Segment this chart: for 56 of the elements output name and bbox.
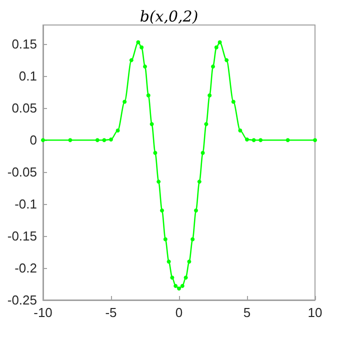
y-tick-label: 0.1: [18, 68, 37, 84]
x-tick-label: -10: [34, 305, 52, 320]
point: [146, 93, 150, 98]
point: [160, 208, 164, 212]
x-tick-label: -5: [105, 305, 117, 320]
point: [231, 100, 236, 104]
point: [200, 150, 205, 155]
x-tick-label: 10: [308, 305, 322, 320]
y-tick-label: -0.1: [14, 196, 37, 212]
point: [194, 208, 198, 212]
point: [197, 180, 202, 184]
point: [102, 138, 106, 142]
point: [258, 138, 263, 142]
point: [252, 138, 256, 142]
chart-title: b(x,0,2): [140, 8, 198, 26]
point: [143, 64, 147, 69]
point: [177, 286, 181, 290]
x-tick-label: 0: [175, 305, 183, 320]
point: [224, 58, 229, 62]
point: [211, 64, 215, 69]
y-tick-label: -0.05: [7, 164, 37, 180]
x-tick-label: 5: [243, 305, 251, 320]
point: [184, 276, 188, 280]
point: [41, 138, 45, 142]
point: [156, 180, 161, 184]
point: [313, 138, 317, 142]
point: [129, 58, 134, 62]
point: [218, 40, 222, 44]
point: [245, 137, 249, 142]
y-tick-label: -0.2: [14, 260, 37, 276]
point: [140, 45, 144, 50]
point: [174, 284, 178, 288]
point: [208, 93, 212, 98]
point: [190, 237, 195, 242]
point: [180, 284, 184, 288]
point: [150, 122, 154, 126]
point: [136, 40, 140, 44]
y-tick-label: 0: [30, 132, 37, 148]
y-tick-label: 0.05: [12, 100, 37, 116]
point: [68, 138, 72, 142]
y-tick-label: 0.15: [12, 36, 37, 52]
point: [122, 100, 127, 104]
y-tick-label: -0.25: [7, 292, 37, 308]
y-tick-label: -0.15: [7, 228, 37, 244]
point: [170, 276, 174, 280]
point: [109, 137, 113, 142]
point: [214, 45, 218, 50]
point: [238, 128, 242, 133]
point: [204, 122, 208, 126]
point: [153, 150, 158, 155]
point: [163, 237, 168, 242]
point: [286, 138, 290, 142]
point: [95, 138, 100, 142]
point: [187, 260, 192, 264]
point: [116, 128, 120, 133]
point: [166, 260, 171, 264]
